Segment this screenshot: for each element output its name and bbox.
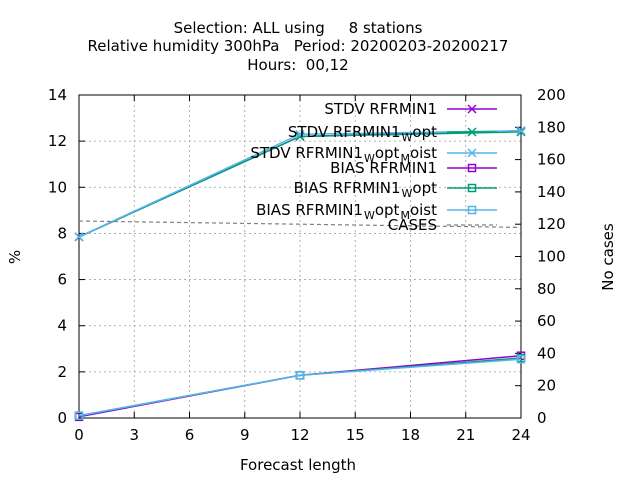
y-tick-label: 10 — [48, 178, 67, 196]
legend-label: CASES — [388, 216, 437, 234]
chart-title-line-3: Hours: 00,12 — [247, 56, 348, 74]
legend-marker — [467, 163, 477, 173]
data-point — [74, 232, 84, 242]
legend-label: STDV RFRMIN1WoptMoist — [250, 144, 437, 165]
x-tick-label: 24 — [511, 426, 530, 444]
series-line — [78, 220, 522, 228]
y2-axis-label: No cases — [599, 223, 617, 291]
data-point — [516, 127, 526, 137]
y2-tick-label: 60 — [537, 312, 556, 330]
series-line — [78, 358, 522, 417]
y2-tick-label: 20 — [537, 377, 556, 395]
x-tick-label: 0 — [74, 426, 84, 444]
chart-title: Selection: ALL using 8 stations Relative… — [88, 19, 509, 74]
chart-title-line-2: Relative humidity 300hPa Period: 2020020… — [88, 37, 509, 55]
y-tick-label: 6 — [57, 271, 67, 289]
legend-marker — [467, 127, 477, 137]
x-tick-label: 12 — [290, 426, 309, 444]
data-point — [295, 371, 305, 380]
y-tick-label: 14 — [48, 86, 67, 104]
x-tick-label: 21 — [456, 426, 475, 444]
axis-ticks: 0 3 6 9 12 15 18 21 2402468101214020406080100120… — [48, 86, 566, 444]
y2-tick-label: 180 — [537, 118, 566, 136]
legend-marker — [467, 183, 477, 193]
y2-tick-label: 200 — [537, 86, 566, 104]
legend-label: BIAS RFRMIN1WoptMoist — [256, 201, 437, 222]
x-tick-label: 15 — [346, 426, 365, 444]
legend-label: BIAS RFRMIN1Wopt — [294, 179, 437, 200]
x-axis-label: Forecast length — [240, 456, 356, 474]
legend-label: STDV RFRMIN1Wopt — [288, 123, 437, 144]
x-tick-label: 9 — [240, 426, 250, 444]
y2-tick-label: 100 — [537, 248, 566, 266]
y2-tick-label: 140 — [537, 183, 566, 201]
data-point — [516, 126, 526, 136]
data-point — [74, 411, 84, 420]
legend-marker — [467, 104, 477, 114]
y2-tick-label: 40 — [537, 344, 556, 362]
legend-label: STDV RFRMIN1 — [324, 100, 437, 118]
y2-tick-label: 80 — [537, 280, 556, 298]
x-tick-label: 6 — [185, 426, 195, 444]
legend-marker — [467, 205, 477, 215]
x-tick-label: 18 — [401, 426, 420, 444]
legend-marker — [467, 148, 477, 158]
y-tick-label: 0 — [57, 409, 67, 427]
y2-tick-label: 0 — [537, 409, 547, 427]
data-point — [295, 129, 305, 139]
y-tick-label: 2 — [57, 363, 67, 381]
chart-title-line-1: Selection: ALL using 8 stations — [174, 19, 423, 37]
data-point — [516, 354, 526, 364]
legend-label: BIAS RFRMIN1 — [330, 159, 437, 177]
y-tick-label: 12 — [48, 132, 67, 150]
y-tick-label: 4 — [57, 317, 67, 335]
y-tick-label: 8 — [57, 224, 67, 242]
y2-tick-label: 120 — [537, 215, 566, 233]
y2-tick-label: 160 — [537, 151, 566, 169]
x-tick-label: 3 — [129, 426, 139, 444]
y-axis-label: % — [6, 250, 24, 264]
